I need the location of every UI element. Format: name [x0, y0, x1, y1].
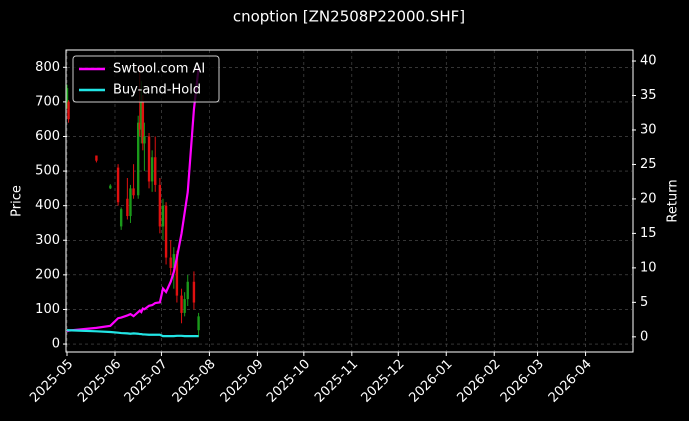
- y2-tick-label: 5: [640, 295, 648, 310]
- candle-body: [119, 209, 123, 227]
- candle-body: [175, 254, 179, 296]
- candle-body: [161, 205, 165, 227]
- legend-box: [72, 55, 220, 103]
- series-line: [66, 67, 200, 333]
- y2-tick-label: 10: [640, 260, 657, 275]
- y2-tick-label: 15: [640, 226, 657, 241]
- legend-label: Buy-and-Hold: [113, 83, 201, 98]
- candle-body: [140, 101, 143, 130]
- candle-body: [147, 136, 151, 182]
- candle-body: [109, 185, 112, 189]
- candle-body: [158, 184, 162, 227]
- candle-body: [129, 188, 132, 217]
- candle-body: [183, 299, 186, 313]
- y2-axis-label: Return: [666, 179, 681, 222]
- candle-body: [186, 281, 189, 300]
- y-tick-label: 100: [35, 302, 60, 317]
- legend-label: Swtool.com AI: [113, 62, 205, 77]
- y2-tick-label: 35: [640, 88, 657, 103]
- candle-body: [137, 122, 140, 196]
- candle-body: [65, 88, 69, 106]
- y-tick-label: 0: [52, 337, 60, 352]
- chart-title: cnoption [ZN2508P22000.SHF]: [233, 8, 465, 26]
- candle-body: [143, 136, 146, 144]
- candle-body: [95, 155, 98, 161]
- candle-body: [169, 257, 172, 268]
- y-tick-label: 700: [35, 94, 60, 109]
- candle-body: [67, 101, 70, 120]
- candle-body: [150, 157, 154, 182]
- candle-body: [180, 295, 183, 313]
- series-line: [66, 328, 199, 338]
- candle-body: [141, 101, 145, 144]
- candle-body: [172, 254, 176, 268]
- y-tick-label: 200: [35, 267, 60, 282]
- candle-body: [197, 316, 200, 331]
- y2-tick-label: 30: [640, 122, 657, 137]
- candle-body: [192, 281, 196, 303]
- candle-body: [126, 198, 129, 217]
- candle-body: [132, 188, 135, 196]
- y2-tick-label: 25: [640, 157, 657, 172]
- y2-tick-label: 40: [640, 54, 657, 69]
- y2-tick-label: 20: [640, 191, 657, 206]
- y-tick-label: 500: [35, 164, 60, 179]
- candle-body: [154, 157, 157, 185]
- y-tick-label: 800: [35, 60, 60, 75]
- candle-body: [116, 167, 120, 203]
- y-tick-label: 400: [35, 198, 60, 213]
- y2-tick-label: 0: [640, 329, 648, 344]
- y-tick-label: 600: [35, 129, 60, 144]
- candle-body: [138, 122, 141, 130]
- plot-frame: [65, 49, 634, 353]
- y-tick-label: 300: [35, 233, 60, 248]
- candle-body: [164, 205, 168, 258]
- y-axis-label: Price: [10, 185, 25, 217]
